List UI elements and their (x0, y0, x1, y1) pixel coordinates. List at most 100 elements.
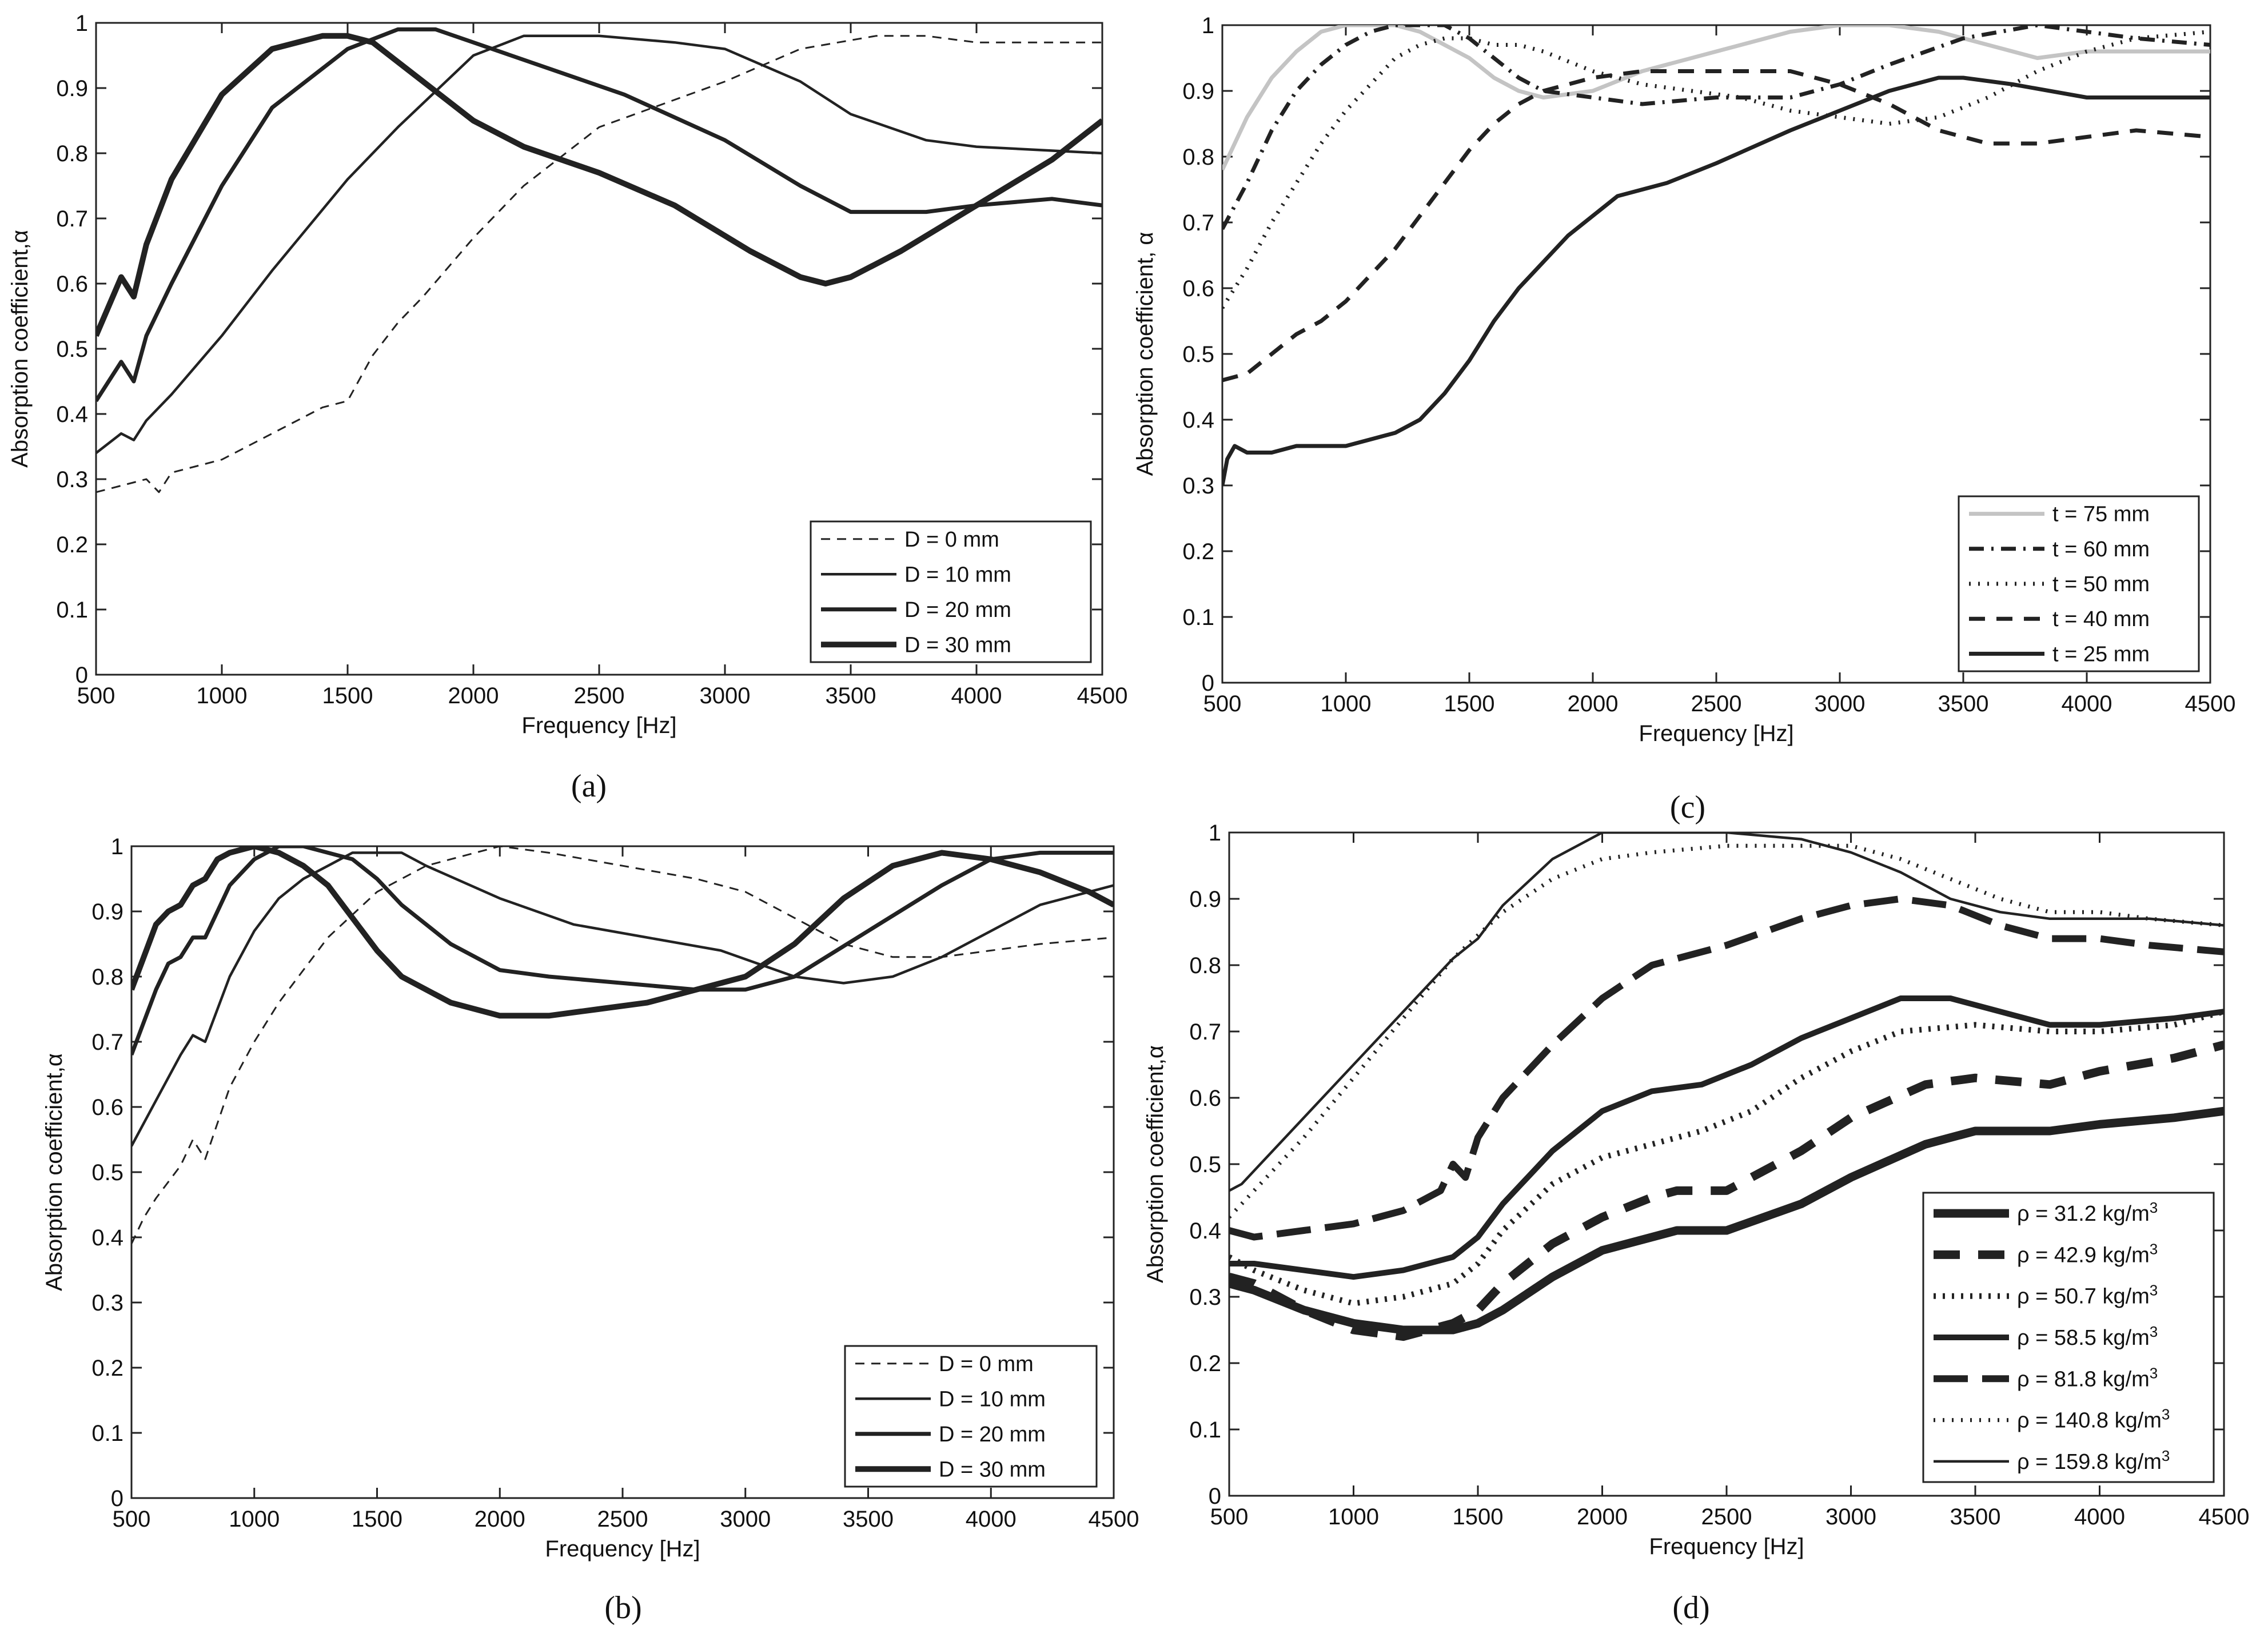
y-tick-label: 0.6 (91, 1095, 123, 1120)
x-tick-label: 3500 (826, 683, 876, 708)
panel-caption: (d) (1672, 1590, 1709, 1626)
x-tick-label: 3000 (1825, 1504, 1876, 1530)
legend-box (1958, 495, 2200, 672)
x-axis-label: Frequency [Hz] (1649, 1534, 1804, 1559)
y-tick-label: 1 (75, 11, 88, 36)
x-tick-label: 1500 (1444, 691, 1495, 716)
y-tick-label: 0.4 (1182, 408, 1214, 433)
legend-label: t = 60 mm (2052, 537, 2150, 561)
legend-label: ρ = 58.5 kg/m3 (2017, 1323, 2158, 1350)
x-tick-label: 4500 (1077, 683, 1128, 708)
y-tick-label: 0.7 (91, 1030, 123, 1055)
x-tick-label: 2000 (475, 1507, 525, 1532)
series-line-2 (96, 34, 1102, 455)
legend: D = 0 mm D = 10 mm D = 20 mm D = 30 mm (810, 520, 1092, 663)
y-tick-label: 0.2 (1182, 539, 1214, 564)
panel-b: (b) 500 1000 1500 2000 2500 3000 3500 4000 4500 0… (42, 834, 1139, 1626)
x-tick-label: 1000 (229, 1507, 280, 1532)
x-tick-label: 3500 (843, 1507, 894, 1532)
y-tick-label: 0.6 (56, 272, 88, 297)
x-tick-label: 2000 (448, 683, 499, 708)
y-tick-label: 1 (1202, 13, 1214, 38)
panel-caption: (b) (604, 1590, 641, 1626)
y-tick-label: 0.8 (56, 141, 88, 166)
series-line-4 (131, 846, 1114, 1019)
y-tick-label: 0.1 (1189, 1417, 1221, 1443)
legend-box (810, 520, 1092, 663)
x-tick-label: 1000 (197, 683, 248, 708)
legend-label-superscript: 3 (2150, 1199, 2158, 1216)
legend-label: t = 25 mm (2052, 642, 2150, 666)
y-axis-label: Absorption coefficient,α (1143, 1045, 1168, 1283)
x-tick-label: 2500 (597, 1507, 648, 1532)
series-group (96, 27, 1102, 493)
y-tick-label: 0.1 (1182, 605, 1214, 630)
legend-label: ρ = 42.9 kg/m3 (2017, 1240, 2158, 1267)
y-tick-label: 0.3 (1189, 1285, 1221, 1310)
y-tick-label: 0.5 (1189, 1152, 1221, 1177)
legend-label: D = 20 mm (939, 1423, 1046, 1447)
y-tick-label: 0.6 (1189, 1086, 1221, 1111)
x-tick-label: 2000 (1568, 691, 1619, 716)
legend-label: D = 0 mm (939, 1352, 1034, 1376)
y-tick-label: 0.5 (56, 337, 88, 362)
series-line-2 (131, 851, 1114, 1147)
x-tick-label: 500 (1210, 1504, 1249, 1530)
y-tick-label: 0 (1209, 1484, 1221, 1509)
y-tick-label: 1 (1209, 820, 1221, 846)
panel-c: (c) 500 1000 1500 2000 2500 3000 3500 4000 4500 0… (1133, 13, 2235, 825)
y-tick-label: 0.3 (91, 1291, 123, 1316)
legend-label: D = 0 mm (904, 528, 999, 552)
legend: D = 0 mm D = 10 mm D = 20 mm D = 30 mm (844, 1345, 1098, 1488)
x-tick-label: 3000 (720, 1507, 771, 1532)
series-line-3 (131, 846, 1114, 1056)
x-tick-label: 4000 (2074, 1504, 2125, 1530)
legend-label: ρ = 159.8 kg/m3 (2017, 1447, 2170, 1474)
x-tick-label: 4500 (1089, 1507, 1139, 1532)
y-axis-label: Absorption coefficient,α (42, 1053, 67, 1291)
x-tick-label: 2000 (1577, 1504, 1628, 1530)
series-line-4 (1229, 995, 2224, 1280)
y-tick-label: 0.9 (91, 899, 123, 925)
y-tick-label: 0.5 (91, 1160, 123, 1185)
x-tick-label: 3500 (1938, 691, 1989, 716)
x-tick-label: 2500 (1691, 691, 1742, 716)
x-axis-label: Frequency [Hz] (545, 1536, 700, 1562)
legend-label: ρ = 140.8 kg/m3 (2017, 1406, 2170, 1433)
y-tick-label: 0.5 (1182, 342, 1214, 367)
series-line-1 (131, 846, 1114, 1245)
x-tick-label: 4500 (2199, 1504, 2250, 1530)
series-line-1 (1229, 1106, 2224, 1335)
series-line-4 (1222, 69, 2210, 383)
y-tick-label: 0.1 (91, 1421, 123, 1446)
legend: t = 75 mm t = 60 mm t = 50 mm t = 40 mm t = … (1958, 495, 2200, 672)
y-tick-label: 0.4 (91, 1225, 123, 1250)
y-tick-label: 0.9 (1182, 79, 1214, 104)
series-line-3 (96, 27, 1102, 403)
legend-label: ρ = 50.7 kg/m3 (2017, 1282, 2158, 1309)
series-line-5 (1222, 75, 2210, 486)
legend-label-superscript: 3 (2150, 1240, 2158, 1257)
legend-label: ρ = 31.2 kg/m3 (2017, 1199, 2158, 1226)
y-tick-label: 0.6 (1182, 276, 1214, 301)
y-tick-label: 0.2 (56, 532, 88, 557)
x-tick-label: 1500 (352, 1507, 402, 1532)
series-line-4 (96, 33, 1102, 337)
panel-a: (a) 500 1000 1500 2000 2500 3000 3500 4000 4500 0… (7, 11, 1127, 804)
x-tick-label: 3500 (1950, 1504, 2001, 1530)
panel-caption: (c) (1670, 790, 1705, 825)
series-group (1229, 833, 2224, 1341)
x-axis-label: Frequency [Hz] (1639, 721, 1793, 746)
x-tick-label: 2500 (574, 683, 625, 708)
x-tick-label: 3000 (700, 683, 751, 708)
y-tick-label: 0.7 (1182, 210, 1214, 236)
x-tick-label: 500 (77, 683, 115, 708)
y-tick-label: 1 (111, 834, 123, 859)
x-tick-label: 1000 (1328, 1504, 1379, 1530)
y-tick-label: 0.9 (56, 76, 88, 101)
y-tick-label: 0.3 (1182, 473, 1214, 499)
y-tick-label: 0.3 (56, 467, 88, 492)
panel-d: (d) 500 1000 1500 2000 2500 3000 3500 4000 4500 0… (1143, 820, 2249, 1626)
